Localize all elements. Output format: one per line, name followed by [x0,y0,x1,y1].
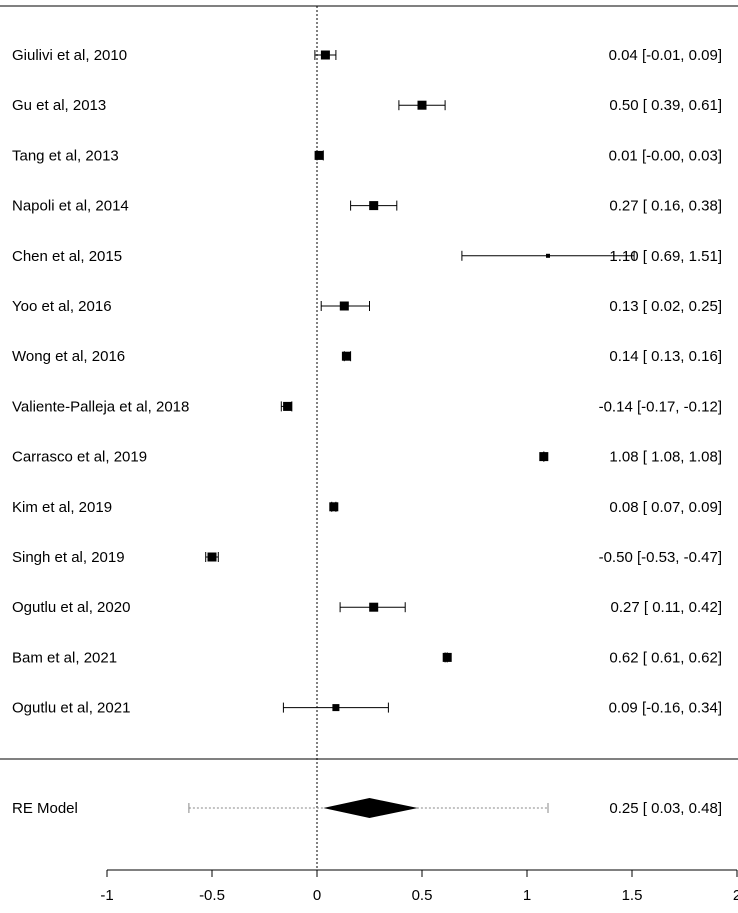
study-label: Valiente-Palleja et al, 2018 [12,398,189,415]
ci-value-text: -0.50 [-0.53, -0.47] [599,549,722,566]
study-label: Bam et al, 2021 [12,649,117,666]
summary-diamond [323,798,418,818]
study-label: Chen et al, 2015 [12,248,122,265]
study-label: Wong et al, 2016 [12,348,125,365]
study-label: Yoo et al, 2016 [12,298,112,315]
ci-value-text: 1.08 [ 1.08, 1.08] [609,449,722,466]
summary-label: RE Model [12,800,78,817]
ci-value-text: 0.13 [ 0.02, 0.25] [609,298,722,315]
x-axis-tick-label: -0.5 [199,887,225,904]
point-estimate-square [329,502,339,512]
x-axis-tick-label: -1 [100,887,113,904]
ci-value-text: 0.62 [ 0.61, 0.62] [609,649,722,666]
ci-value-text: 0.27 [ 0.11, 0.42] [611,599,722,616]
study-label: Ogutlu et al, 2021 [12,700,130,717]
x-axis-tick-label: 1.5 [622,887,643,904]
x-axis-tick-label: 2 [733,887,738,904]
point-estimate-square [369,201,379,211]
point-estimate-square [341,351,351,361]
point-estimate-square [442,652,452,662]
x-axis-tick-label: 0.5 [412,887,433,904]
point-estimate-square [314,150,324,160]
ci-value-text: 0.09 [-0.16, 0.34] [609,700,722,717]
point-estimate-square [539,452,549,462]
summary-ci-value-text: 0.25 [ 0.03, 0.48] [609,800,722,817]
point-estimate-square [320,50,330,60]
study-label: Tang et al, 2013 [12,147,119,164]
study-label: Napoli et al, 2014 [12,198,129,215]
study-label: Ogutlu et al, 2020 [12,599,130,616]
ci-value-text: 0.27 [ 0.16, 0.38] [609,198,722,215]
point-estimate-square [283,401,293,411]
study-label: Singh et al, 2019 [12,549,125,566]
study-label: Kim et al, 2019 [12,499,112,516]
ci-value-text: -0.14 [-0.17, -0.12] [599,398,722,415]
study-label: Giulivi et al, 2010 [12,47,127,64]
ci-value-text: 1.10 [ 0.69, 1.51] [609,248,722,265]
x-axis-tick-label: 1 [523,887,531,904]
point-estimate-square [546,253,550,258]
x-axis-tick-label: 0 [313,887,321,904]
point-estimate-square [332,704,340,712]
study-label: Carrasco et al, 2019 [12,449,147,466]
ci-value-text: 0.14 [ 0.13, 0.16] [609,348,722,365]
point-estimate-square [369,602,379,612]
ci-value-text: 0.50 [ 0.39, 0.61] [609,97,722,114]
point-estimate-square [417,100,427,110]
point-estimate-square [339,301,349,311]
ci-value-text: 0.08 [ 0.07, 0.09] [609,499,722,516]
ci-value-text: 0.04 [-0.01, 0.09] [609,47,722,64]
point-estimate-square [207,552,217,562]
study-label: Gu et al, 2013 [12,97,106,114]
ci-value-text: 0.01 [-0.00, 0.03] [609,147,722,164]
